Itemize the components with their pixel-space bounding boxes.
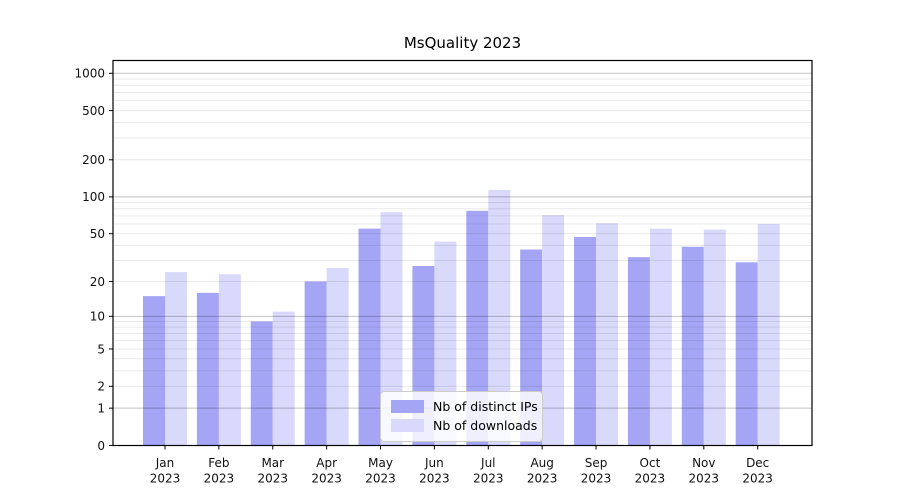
- y-tick-label: 10: [90, 310, 105, 324]
- bar-downloads-may: [380, 212, 403, 446]
- y-tick-label: 200: [82, 153, 105, 167]
- bar-downloads-sep: [596, 223, 619, 446]
- bar-ips-jul: [466, 210, 489, 446]
- bar-downloads-apr: [326, 267, 349, 446]
- x-tick-label-month: Jul: [480, 456, 495, 470]
- bar-downloads-aug: [542, 215, 565, 446]
- y-tick-label: 500: [82, 104, 105, 118]
- legend-item-distinct-ips: Nb of distinct IPs: [381, 397, 542, 416]
- x-tick-label-month: Nov: [692, 456, 715, 470]
- bar-downloads-jul: [488, 189, 511, 446]
- x-tick-label-month: Jun: [424, 456, 444, 470]
- bar-downloads-oct: [649, 228, 672, 446]
- x-tick-label-month: Sep: [585, 456, 608, 470]
- bar-ips-dec: [735, 262, 758, 446]
- legend-swatch-distinct-ips: [391, 400, 424, 413]
- x-tick-label-year: 2023: [635, 472, 666, 486]
- bar-ips-feb: [196, 292, 219, 446]
- bar-ips-mar: [250, 321, 273, 446]
- legend-item-downloads: Nb of downloads: [381, 416, 542, 435]
- y-tick-label: 1: [97, 401, 105, 415]
- x-tick-label-month: Apr: [316, 456, 337, 470]
- legend-label-downloads: Nb of downloads: [433, 418, 538, 433]
- x-tick-label-month: Jan: [155, 456, 175, 470]
- bar-downloads-mar: [272, 311, 295, 446]
- x-tick-label-year: 2023: [365, 472, 396, 486]
- plot-border: [112, 59, 813, 447]
- x-tick-label-month: Aug: [530, 456, 553, 470]
- legend-label-distinct-ips: Nb of distinct IPs: [433, 399, 538, 414]
- bar-downloads-nov: [703, 229, 726, 446]
- bar-ips-jan: [143, 296, 165, 446]
- x-tick-label-year: 2023: [527, 472, 558, 486]
- y-tick-label: 2: [97, 380, 105, 394]
- y-tick-label: 100: [82, 190, 105, 204]
- x-tick-label-month: Mar: [261, 456, 284, 470]
- bar-ips-nov: [681, 246, 704, 446]
- y-tick-label: 20: [90, 275, 105, 289]
- bar-ips-apr: [304, 281, 327, 446]
- bar-downloads-feb: [218, 274, 241, 446]
- x-tick-label-year: 2023: [689, 472, 720, 486]
- x-tick-label-year: 2023: [204, 472, 235, 486]
- y-tick-label: 1000: [74, 67, 105, 81]
- x-tick-label-month: Oct: [640, 456, 661, 470]
- bar-downloads-dec: [757, 224, 780, 446]
- bar-ips-sep: [574, 236, 597, 446]
- x-tick-label-year: 2023: [473, 472, 504, 486]
- y-tick-label: 0: [97, 439, 105, 453]
- y-tick-label: 50: [90, 227, 105, 241]
- x-tick-label-month: Feb: [208, 456, 229, 470]
- x-tick-label-year: 2023: [257, 472, 288, 486]
- legend: Nb of distinct IPs Nb of downloads: [380, 391, 543, 442]
- bar-downloads-jan: [165, 272, 187, 446]
- x-tick-label-year: 2023: [742, 472, 773, 486]
- legend-swatch-downloads: [391, 419, 424, 432]
- y-tick-label: 5: [97, 342, 105, 356]
- bar-ips-oct: [627, 257, 650, 446]
- x-tick-label-month: May: [368, 456, 393, 470]
- x-tick-label-year: 2023: [419, 472, 450, 486]
- chart-title: MsQuality 2023: [403, 34, 522, 52]
- x-tick-label-year: 2023: [150, 472, 181, 486]
- x-tick-label-year: 2023: [311, 472, 342, 486]
- x-tick-label-month: Dec: [746, 456, 769, 470]
- bar-ips-may: [358, 228, 381, 446]
- x-tick-label-year: 2023: [581, 472, 612, 486]
